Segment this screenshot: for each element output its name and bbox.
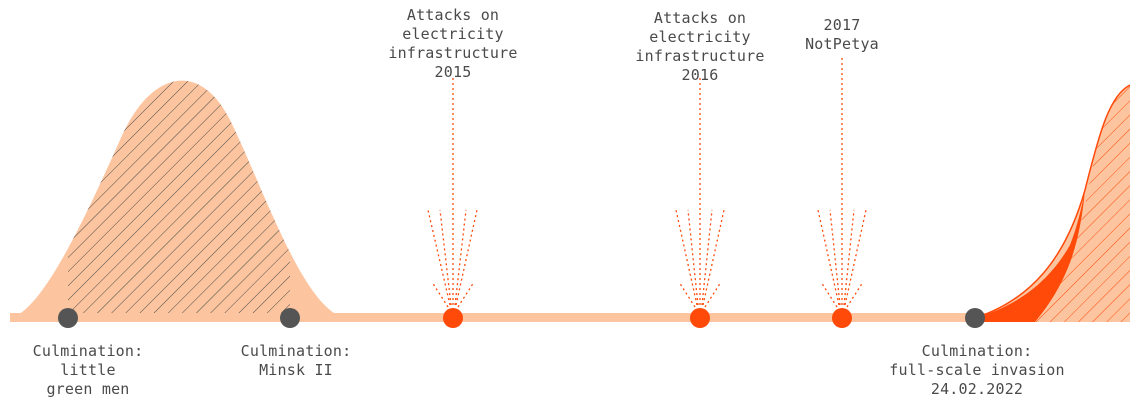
attack-burst-2016 [675,75,725,308]
label-minsk-ii: Culmination: Minsk II [240,342,352,379]
wave-hatch-1 [68,80,290,322]
attack-burst-2015 [427,75,478,308]
attack-dot-2016 [690,308,710,328]
wave-outline-2 [974,84,1130,319]
label-full-scale-invasion: Culmination: full-scale invasion 24.02.2… [889,342,1065,398]
label-attacks-2015: Attacks on electricity infrastructure 20… [388,6,518,81]
culmination-dot-full-scale-invasion [965,308,985,328]
culmination-dot-minsk-ii [280,308,300,328]
wave-accent-2 [975,190,1085,322]
attack-dot-2015 [443,308,463,328]
attack-dot-2017 [832,308,852,328]
timeline-bar [10,313,1010,322]
label-notpetya-2017: 2017 NotPetya [805,16,879,53]
attack-burst-2017 [817,58,867,308]
label-attacks-2016: Attacks on electricity infrastructure 20… [635,9,765,84]
label-little-green-men: Culmination: little green men [32,342,144,398]
culmination-dot-little-green-men [58,308,78,328]
wave-hatch-2 [1035,85,1130,322]
